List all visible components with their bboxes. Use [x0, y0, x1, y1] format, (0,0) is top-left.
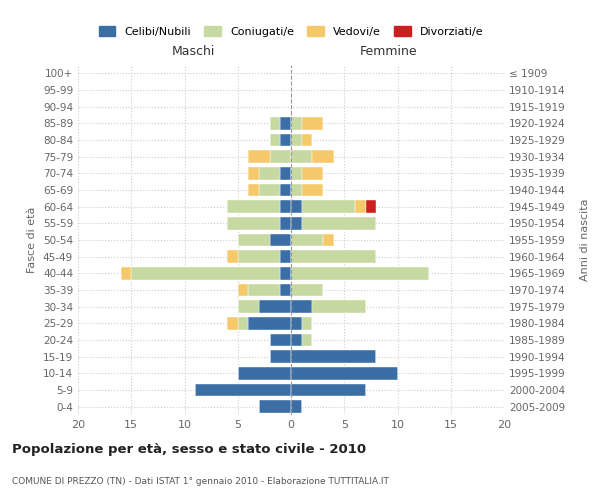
Bar — [280, 284, 291, 296]
Bar — [291, 267, 430, 280]
Bar — [291, 134, 302, 146]
Bar — [302, 334, 312, 346]
Y-axis label: Fasce di età: Fasce di età — [28, 207, 37, 273]
Bar — [280, 217, 291, 230]
Bar — [248, 284, 280, 296]
Y-axis label: Anni di nascita: Anni di nascita — [580, 198, 589, 281]
Bar — [270, 350, 291, 363]
Bar — [302, 217, 376, 230]
Bar — [302, 317, 312, 330]
Text: Femmine: Femmine — [360, 45, 418, 58]
Bar — [302, 200, 355, 213]
Bar — [238, 317, 248, 330]
Bar — [291, 117, 302, 130]
Bar — [291, 367, 398, 380]
Bar — [270, 134, 280, 146]
Bar — [291, 284, 323, 296]
Bar — [291, 400, 302, 413]
Bar — [302, 167, 323, 179]
Bar — [302, 117, 323, 130]
Bar — [195, 384, 291, 396]
Bar — [291, 167, 302, 179]
Bar — [291, 217, 302, 230]
Text: COMUNE DI PREZZO (TN) - Dati ISTAT 1° gennaio 2010 - Elaborazione TUTTITALIA.IT: COMUNE DI PREZZO (TN) - Dati ISTAT 1° ge… — [12, 478, 389, 486]
Bar — [248, 184, 259, 196]
Bar — [248, 167, 259, 179]
Bar — [291, 150, 313, 163]
Bar — [291, 334, 302, 346]
Bar — [259, 300, 291, 313]
Bar — [291, 350, 376, 363]
Bar — [280, 167, 291, 179]
Bar — [248, 317, 291, 330]
Bar — [291, 384, 365, 396]
Bar — [238, 367, 291, 380]
Bar — [291, 250, 376, 263]
Bar — [248, 150, 270, 163]
Bar — [238, 300, 259, 313]
Bar — [227, 317, 238, 330]
Bar — [355, 200, 365, 213]
Bar — [238, 234, 270, 246]
Bar — [238, 284, 248, 296]
Bar — [280, 250, 291, 263]
Bar — [291, 184, 302, 196]
Bar — [313, 150, 334, 163]
Bar — [302, 134, 312, 146]
Bar — [227, 217, 280, 230]
Bar — [270, 150, 291, 163]
Bar — [313, 300, 365, 313]
Bar — [280, 184, 291, 196]
Bar — [227, 250, 238, 263]
Bar — [131, 267, 280, 280]
Bar — [280, 117, 291, 130]
Bar — [270, 117, 280, 130]
Bar — [291, 200, 302, 213]
Bar — [280, 267, 291, 280]
Bar — [291, 234, 323, 246]
Bar — [280, 200, 291, 213]
Bar — [291, 317, 302, 330]
Bar — [238, 250, 280, 263]
Bar — [259, 400, 291, 413]
Bar — [121, 267, 131, 280]
Bar — [270, 234, 291, 246]
Bar — [280, 134, 291, 146]
Bar — [365, 200, 376, 213]
Bar — [291, 300, 313, 313]
Bar — [259, 184, 280, 196]
Bar — [259, 167, 280, 179]
Bar — [323, 234, 334, 246]
Text: Popolazione per età, sesso e stato civile - 2010: Popolazione per età, sesso e stato civil… — [12, 442, 366, 456]
Text: Maschi: Maschi — [172, 45, 215, 58]
Bar — [227, 200, 280, 213]
Bar — [302, 184, 323, 196]
Legend: Celibi/Nubili, Coniugati/e, Vedovi/e, Divorziati/e: Celibi/Nubili, Coniugati/e, Vedovi/e, Di… — [94, 22, 488, 41]
Bar — [270, 334, 291, 346]
